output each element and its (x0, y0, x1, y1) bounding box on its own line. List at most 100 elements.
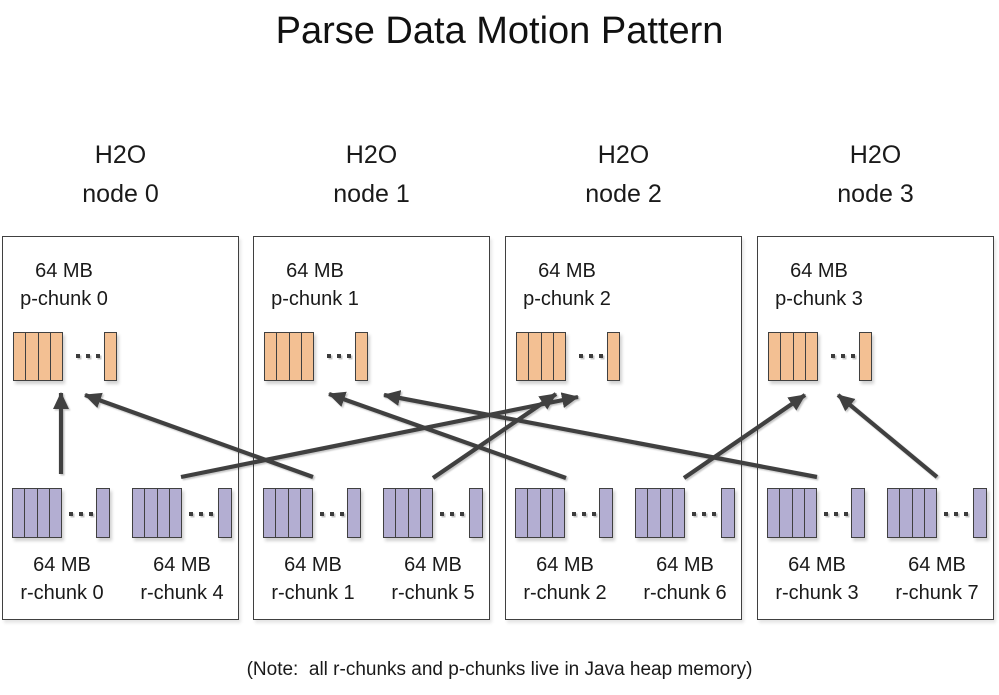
ellipsis-dot (86, 354, 90, 358)
chunk-bar (779, 488, 793, 538)
r-chunk-size: 64 MB (536, 554, 594, 576)
ellipsis-dot (330, 512, 334, 516)
chunk-bar (911, 488, 925, 538)
ellipsis-dots (831, 354, 855, 358)
node-header: H2O node 2 (505, 136, 742, 214)
ellipsis-dot (340, 512, 344, 516)
node-header: H2O node 1 (253, 136, 490, 214)
r-chunk-single-bar (469, 488, 483, 538)
chunk-bar (276, 332, 290, 381)
ellipsis-dot (824, 512, 828, 516)
p-chunk-label: 64 MB p-chunk 3 (758, 257, 880, 313)
ellipsis-dot (944, 512, 948, 516)
chunk-bar (792, 332, 806, 381)
r-chunk-label: 64 MB r-chunk 0 (3, 551, 121, 607)
h2o-node-box: 64 MB p-chunk 0 64 MB r-chunk 0 64 MB r-chunk… (2, 236, 239, 620)
chunk-bar (395, 488, 409, 538)
r-chunk-size: 64 MB (153, 554, 211, 576)
chunk-bar (156, 488, 170, 538)
ellipsis-dots (572, 512, 596, 516)
r-chunk-single-bar (599, 488, 613, 538)
diagram-title: Parse Data Motion Pattern (275, 10, 724, 52)
p-chunk-bar-group (516, 332, 566, 381)
chunk-bar (899, 488, 913, 538)
ellipsis-dot (96, 354, 100, 358)
r-chunk-size: 64 MB (908, 554, 966, 576)
node-header-line1: H2O (849, 141, 902, 169)
node-header-line1: H2O (345, 141, 398, 169)
ellipsis-dot (834, 512, 838, 516)
r-chunk-bar-group (263, 488, 313, 538)
r-chunk-name: r-chunk 5 (391, 582, 475, 604)
ellipsis-dot (347, 354, 351, 358)
chunk-bar (132, 488, 146, 538)
h2o-node-box: 64 MB p-chunk 1 64 MB r-chunk 1 64 MB r-chunk… (253, 236, 490, 620)
chunk-bar (635, 488, 649, 538)
ellipsis-dot (582, 512, 586, 516)
ellipsis-dot (579, 354, 583, 358)
p-chunk-bar-group (768, 332, 818, 381)
p-chunk-bar-group (264, 332, 314, 381)
footnote: (Note: all r-chunks and p-chunks live in… (246, 659, 753, 680)
ellipsis-dot (440, 512, 444, 516)
chunk-bar (671, 488, 685, 538)
chunk-bar (49, 332, 63, 381)
chunk-bar (300, 332, 314, 381)
chunk-bar (647, 488, 661, 538)
r-chunk-single-bar (218, 488, 232, 538)
r-chunk-label: 64 MB r-chunk 3 (758, 551, 876, 607)
ellipsis-dot (702, 512, 706, 516)
r-chunk-size: 64 MB (33, 554, 91, 576)
r-chunk-single-bar (973, 488, 987, 538)
p-chunk-size: 64 MB (538, 260, 596, 282)
chunk-bar (383, 488, 397, 538)
chunk-bar (791, 488, 805, 538)
ellipsis-dots (440, 512, 464, 516)
ellipsis-dot (69, 512, 73, 516)
ellipsis-dot (964, 512, 968, 516)
chunk-bar (528, 332, 542, 381)
chunk-bar (48, 488, 62, 538)
chunk-bar (527, 488, 541, 538)
chunk-bar (516, 332, 530, 381)
chunk-bar (144, 488, 158, 538)
r-chunk-size: 64 MB (404, 554, 462, 576)
node-header-line2: node 2 (585, 180, 662, 208)
chunk-bar (25, 332, 39, 381)
ellipsis-dot (572, 512, 576, 516)
p-chunk-name: p-chunk 1 (271, 288, 359, 310)
chunk-bar (263, 488, 277, 538)
h2o-node-box: 64 MB p-chunk 3 64 MB r-chunk 3 64 MB r-chunk… (757, 236, 994, 620)
chunk-bar (168, 488, 182, 538)
r-chunk-bar-group (887, 488, 937, 538)
ellipsis-dot (450, 512, 454, 516)
r-chunk-bar-group (132, 488, 182, 538)
r-chunk-name: r-chunk 3 (775, 582, 859, 604)
node-header: H2O node 3 (757, 136, 994, 214)
node-header-line1: H2O (94, 141, 147, 169)
r-chunk-name: r-chunk 0 (20, 582, 104, 604)
r-chunk-bar-group (12, 488, 62, 538)
chunk-bar (539, 488, 553, 538)
r-chunk-single-bar (96, 488, 110, 538)
r-chunk-bar-group (767, 488, 817, 538)
r-chunk-single-bar (721, 488, 735, 538)
r-chunk-name: r-chunk 2 (523, 582, 607, 604)
ellipsis-dot (692, 512, 696, 516)
node-header-line2: node 3 (837, 180, 914, 208)
r-chunk-size: 64 MB (656, 554, 714, 576)
ellipsis-dots (692, 512, 716, 516)
r-chunk-size: 64 MB (788, 554, 846, 576)
node-header-line2: node 0 (82, 180, 159, 208)
p-chunk-name: p-chunk 3 (775, 288, 863, 310)
p-chunk-size: 64 MB (35, 260, 93, 282)
r-chunk-label: 64 MB r-chunk 4 (123, 551, 241, 607)
r-chunk-label: 64 MB r-chunk 7 (878, 551, 996, 607)
ellipsis-dot (337, 354, 341, 358)
p-chunk-single-bar (355, 332, 368, 381)
chunk-bar (551, 488, 565, 538)
ellipsis-dot (320, 512, 324, 516)
chunk-bar (13, 332, 27, 381)
ellipsis-dot (589, 354, 593, 358)
